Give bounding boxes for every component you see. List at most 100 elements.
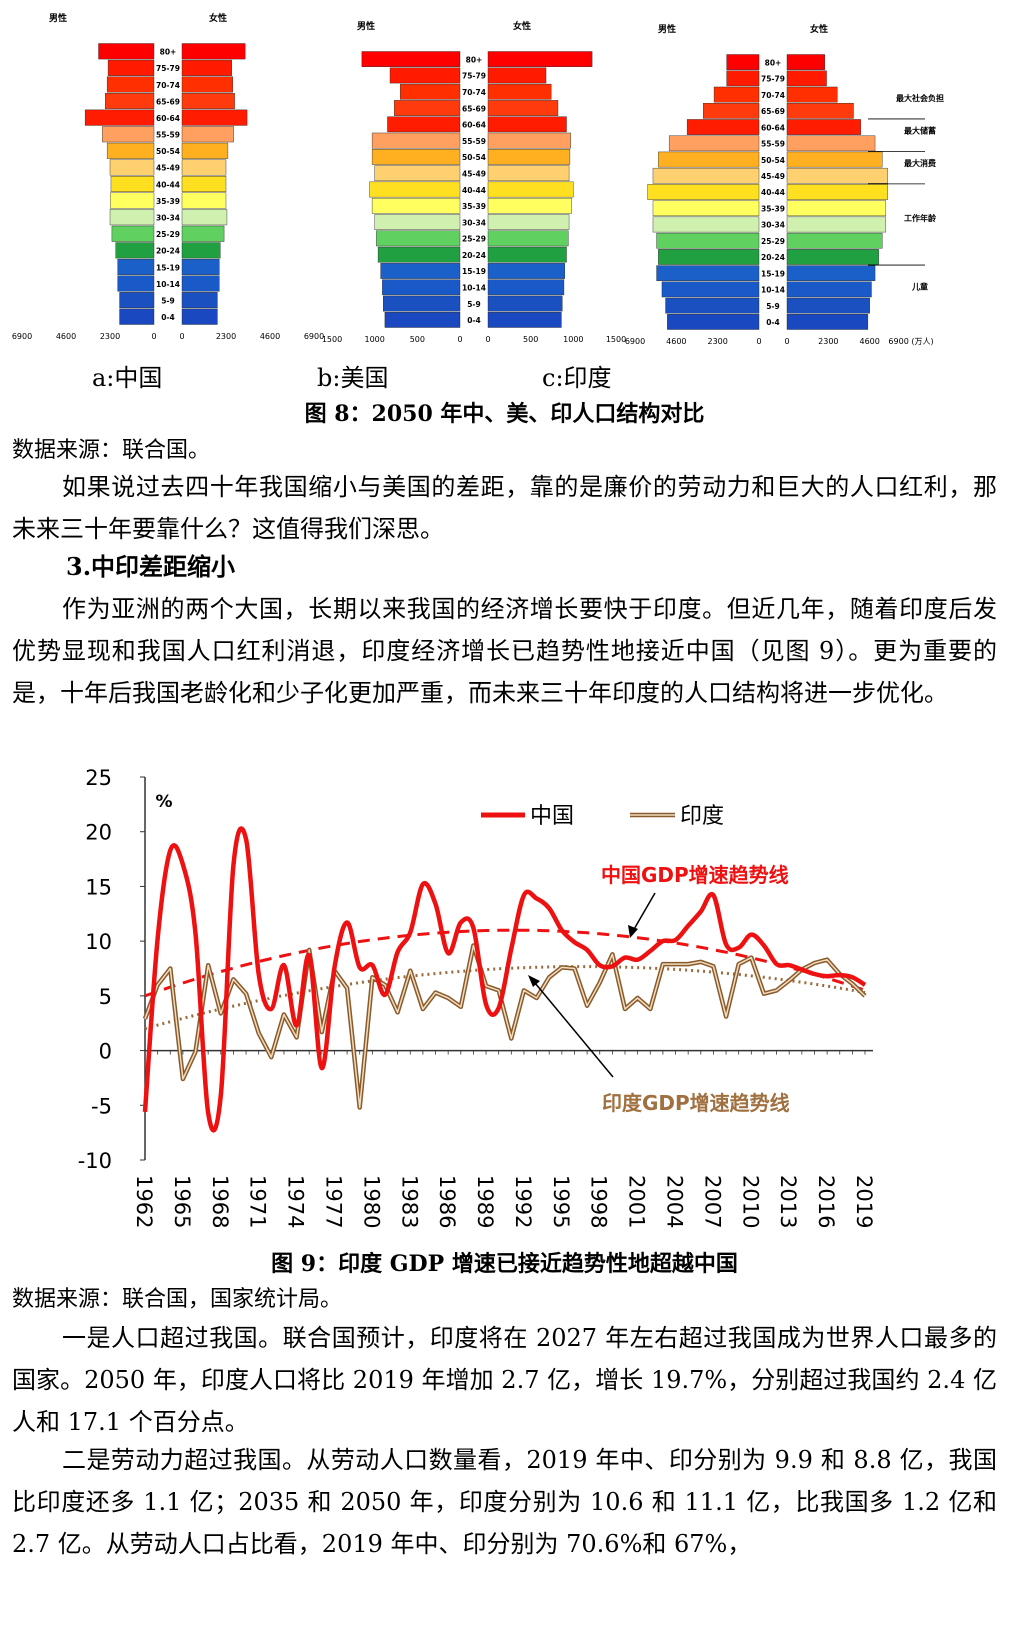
pyramid-bar-female	[487, 263, 566, 279]
pyramid-usa: 男性 女性 80+ 75-79 70-74 65-69 60-64 55-59 50-54 45-…	[322, 20, 626, 344]
gdp-growth-chart: 25 20 15 10 5 0 -5 -10 1962 1965 1968 1971 1974 1977 1…	[78, 766, 876, 1228]
pyramid-bar-female	[181, 242, 221, 259]
paragraph-3: 一是人口超过我国。联合国预计，印度将在 2027 年左右超过我国成为世界人口最多…	[12, 1324, 997, 1436]
india-series-inner-line	[144, 944, 866, 1109]
age-group-label: 75-79	[156, 64, 180, 73]
age-group-label: 65-69	[761, 107, 785, 116]
china-trend-line	[144, 928, 866, 998]
age-group-label: 30-34	[761, 221, 785, 230]
paragraph-2: 作为亚洲的两个大国，长期以来我国的经济增长要快于印度。但近几年，随着印度后发优势…	[12, 595, 997, 707]
pyramid-bar-male	[652, 200, 760, 217]
pyramid-india: 男性 女性 80+ 75-79 70-74 65-69 60-64 55-59 50-54 45-…	[625, 23, 944, 346]
pyramid-bar-male	[115, 242, 155, 259]
pyramid-bar-female	[786, 297, 870, 314]
china-trend-arrow	[632, 892, 656, 932]
axis-tick-label: 0	[179, 332, 184, 341]
age-group-label: 40-44	[462, 186, 486, 195]
x-tick-label: 1971	[246, 1175, 270, 1228]
x-tick-label: 2004	[663, 1175, 687, 1228]
pyramid-bar-female	[786, 200, 887, 217]
axis-tick-label: 6900 (万人)	[888, 337, 933, 346]
subcaption-china: a:中国	[92, 364, 163, 392]
axis-tick-label: 6900	[625, 337, 645, 346]
pyramid-bar-female	[786, 135, 876, 152]
age-group-label: 50-54	[462, 153, 486, 162]
pyramid-bar-female	[181, 176, 227, 192]
pyramid-bar-female	[487, 149, 571, 165]
pyramid-bar-female	[181, 225, 225, 242]
y-tick-label: 15	[85, 875, 112, 899]
age-group-label: 45-49	[761, 172, 785, 181]
age-group-label: 15-19	[462, 267, 486, 276]
axis-tick-label: 4600	[666, 337, 686, 346]
pyramid-bar-male	[667, 314, 760, 330]
pyramid-bar-male	[119, 292, 155, 309]
annotation-label: 最大消费	[904, 158, 936, 168]
female-label: 女性	[513, 20, 531, 32]
axis-tick-label: 4600	[56, 332, 76, 341]
pyramid-bar-male	[726, 54, 760, 70]
pyramid-bar-male	[102, 126, 155, 143]
pyramid-bar-male	[652, 216, 760, 233]
x-tick-label: 1992	[511, 1175, 535, 1228]
female-label: 女性	[810, 23, 828, 35]
pyramid-bar-female	[487, 51, 593, 67]
age-group-label: 10-14	[462, 284, 486, 293]
pyramid-bar-female	[181, 76, 233, 93]
age-group-label: 35-39	[761, 204, 785, 213]
pyramid-bar-male	[109, 159, 155, 176]
pyramid-bar-female	[181, 308, 218, 325]
paragraph-4: 二是劳动力超过我国。从劳动人口数量看，2019 年中、印分别为 9.9 和 8.…	[12, 1446, 997, 1558]
x-tick-label: 1968	[208, 1175, 232, 1228]
age-group-label: 40-44	[156, 180, 180, 189]
pyramid-bar-female	[786, 184, 888, 200]
india-trend-line	[144, 965, 866, 1031]
pyramid-bar-male	[371, 132, 461, 149]
age-group-label: 15-19	[761, 269, 785, 278]
axis-tick-label: 500	[410, 335, 425, 344]
pyramid-bar-female	[786, 70, 827, 87]
pyramid-bar-female	[181, 192, 227, 209]
pyramid-bar-male	[98, 43, 155, 60]
pyramid-bar-female	[786, 54, 825, 70]
pyramid-bar-male	[106, 142, 155, 159]
pyramid-bar-female	[786, 151, 883, 168]
pyramid-bar-male	[652, 167, 760, 184]
pyramid-bar-female	[487, 279, 565, 296]
age-group-label: 10-14	[156, 280, 180, 289]
pyramid-bar-female	[487, 181, 574, 198]
axis-tick-label: 4600	[260, 332, 280, 341]
pyramid-bar-male	[665, 297, 760, 314]
x-tick-label: 2010	[738, 1175, 762, 1228]
china-trend-arrowhead	[628, 925, 638, 938]
age-group-label: 80+	[765, 58, 782, 67]
pyramid-bar-male	[384, 312, 461, 328]
pyramid-bar-male	[400, 83, 461, 100]
y-tick-label: 20	[85, 821, 112, 845]
axis-tick-label: 2300	[100, 332, 120, 341]
axis-tick-label: 4600	[859, 337, 879, 346]
pyramid-bar-female	[786, 119, 861, 135]
age-group-label: 5-9	[467, 300, 481, 309]
pyramid-bar-female	[487, 100, 559, 116]
y-tick-label: 25	[85, 766, 112, 790]
pyramid-bar-female	[181, 109, 248, 126]
age-group-label: 25-29	[462, 235, 486, 244]
x-tick-label: 1995	[549, 1175, 573, 1228]
legend-india-label: 印度	[680, 804, 724, 829]
age-group-label: 45-49	[462, 169, 486, 178]
x-tick-label: 1965	[170, 1175, 194, 1228]
pyramid-bar-male	[661, 281, 760, 298]
pyramid-bar-female	[487, 132, 571, 149]
pyramid-bar-male	[374, 214, 461, 230]
pyramid-bar-male	[377, 246, 461, 263]
y-axis-unit: %	[155, 792, 172, 812]
age-group-label: 5-9	[766, 302, 780, 311]
pyramid-bar-female	[181, 59, 232, 76]
annotation-label: 最大储蓄	[904, 126, 936, 136]
age-group-label: 25-29	[156, 230, 180, 239]
pyramid-bar-male	[383, 295, 461, 312]
pyramid-bar-male	[656, 232, 760, 249]
paragraph-1: 如果说过去四十年我国缩小与美国的差距，靠的是廉价的劳动力和巨大的人口红利，那未来…	[12, 473, 997, 543]
pyramid-bar-male	[111, 225, 155, 242]
